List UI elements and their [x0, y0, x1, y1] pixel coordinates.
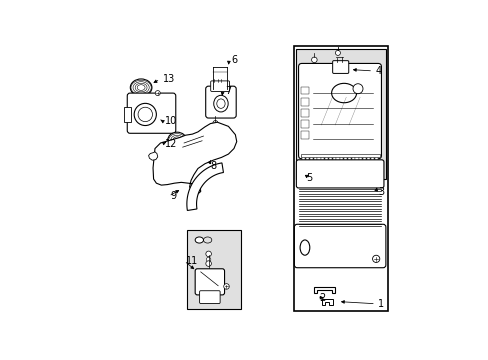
Circle shape — [134, 103, 156, 126]
Text: 6: 6 — [231, 55, 237, 65]
Ellipse shape — [213, 95, 228, 112]
Ellipse shape — [195, 237, 203, 243]
Bar — [351, 156, 354, 164]
FancyBboxPatch shape — [210, 81, 229, 91]
Bar — [317, 156, 320, 164]
Bar — [186, 230, 241, 309]
Text: 10: 10 — [165, 116, 177, 126]
Bar — [300, 120, 309, 128]
FancyBboxPatch shape — [298, 63, 381, 159]
Circle shape — [205, 251, 211, 257]
Bar — [374, 156, 377, 164]
Circle shape — [212, 121, 218, 126]
Circle shape — [311, 57, 317, 63]
Bar — [340, 156, 343, 164]
Polygon shape — [322, 299, 332, 305]
Text: 8: 8 — [210, 161, 216, 171]
Bar — [332, 156, 335, 164]
Circle shape — [206, 257, 210, 262]
Bar — [124, 107, 131, 122]
Bar — [370, 156, 373, 164]
Bar — [347, 156, 350, 164]
Ellipse shape — [300, 240, 309, 255]
Bar — [295, 49, 385, 179]
FancyBboxPatch shape — [205, 86, 236, 118]
Text: 7: 7 — [224, 86, 231, 96]
Bar — [309, 156, 312, 164]
Bar — [305, 156, 308, 164]
Circle shape — [205, 261, 211, 266]
Circle shape — [224, 284, 229, 289]
Bar — [302, 156, 305, 164]
Text: 11: 11 — [186, 256, 198, 266]
Bar — [300, 109, 309, 117]
Text: 12: 12 — [165, 139, 177, 149]
Text: 13: 13 — [162, 74, 174, 84]
Bar — [321, 156, 324, 164]
Circle shape — [372, 255, 379, 262]
Bar — [328, 156, 331, 164]
Bar — [300, 131, 309, 139]
Bar — [362, 156, 366, 164]
Bar — [336, 156, 339, 164]
Bar — [300, 154, 379, 157]
FancyBboxPatch shape — [332, 61, 348, 73]
Circle shape — [335, 50, 340, 55]
Polygon shape — [186, 163, 223, 211]
Text: 2: 2 — [319, 293, 325, 303]
Text: 3: 3 — [377, 187, 384, 197]
Bar — [300, 87, 309, 94]
Bar — [366, 156, 369, 164]
Bar — [344, 156, 346, 164]
Text: 9: 9 — [170, 191, 177, 201]
Bar — [359, 156, 362, 164]
Polygon shape — [314, 287, 334, 293]
Ellipse shape — [331, 83, 356, 103]
FancyBboxPatch shape — [296, 160, 383, 188]
Text: 5: 5 — [305, 173, 312, 183]
Bar — [355, 156, 358, 164]
Polygon shape — [153, 122, 236, 194]
Text: 1: 1 — [377, 299, 384, 309]
FancyBboxPatch shape — [127, 93, 175, 133]
Polygon shape — [148, 152, 158, 160]
Bar — [300, 98, 309, 105]
Circle shape — [352, 84, 362, 94]
FancyBboxPatch shape — [195, 269, 224, 295]
Bar — [313, 156, 316, 164]
Ellipse shape — [167, 132, 186, 148]
FancyBboxPatch shape — [294, 224, 385, 268]
FancyBboxPatch shape — [199, 291, 220, 303]
Ellipse shape — [130, 79, 152, 96]
Circle shape — [155, 91, 160, 96]
Text: 4: 4 — [375, 66, 381, 76]
Bar — [325, 156, 327, 164]
Bar — [293, 46, 387, 311]
